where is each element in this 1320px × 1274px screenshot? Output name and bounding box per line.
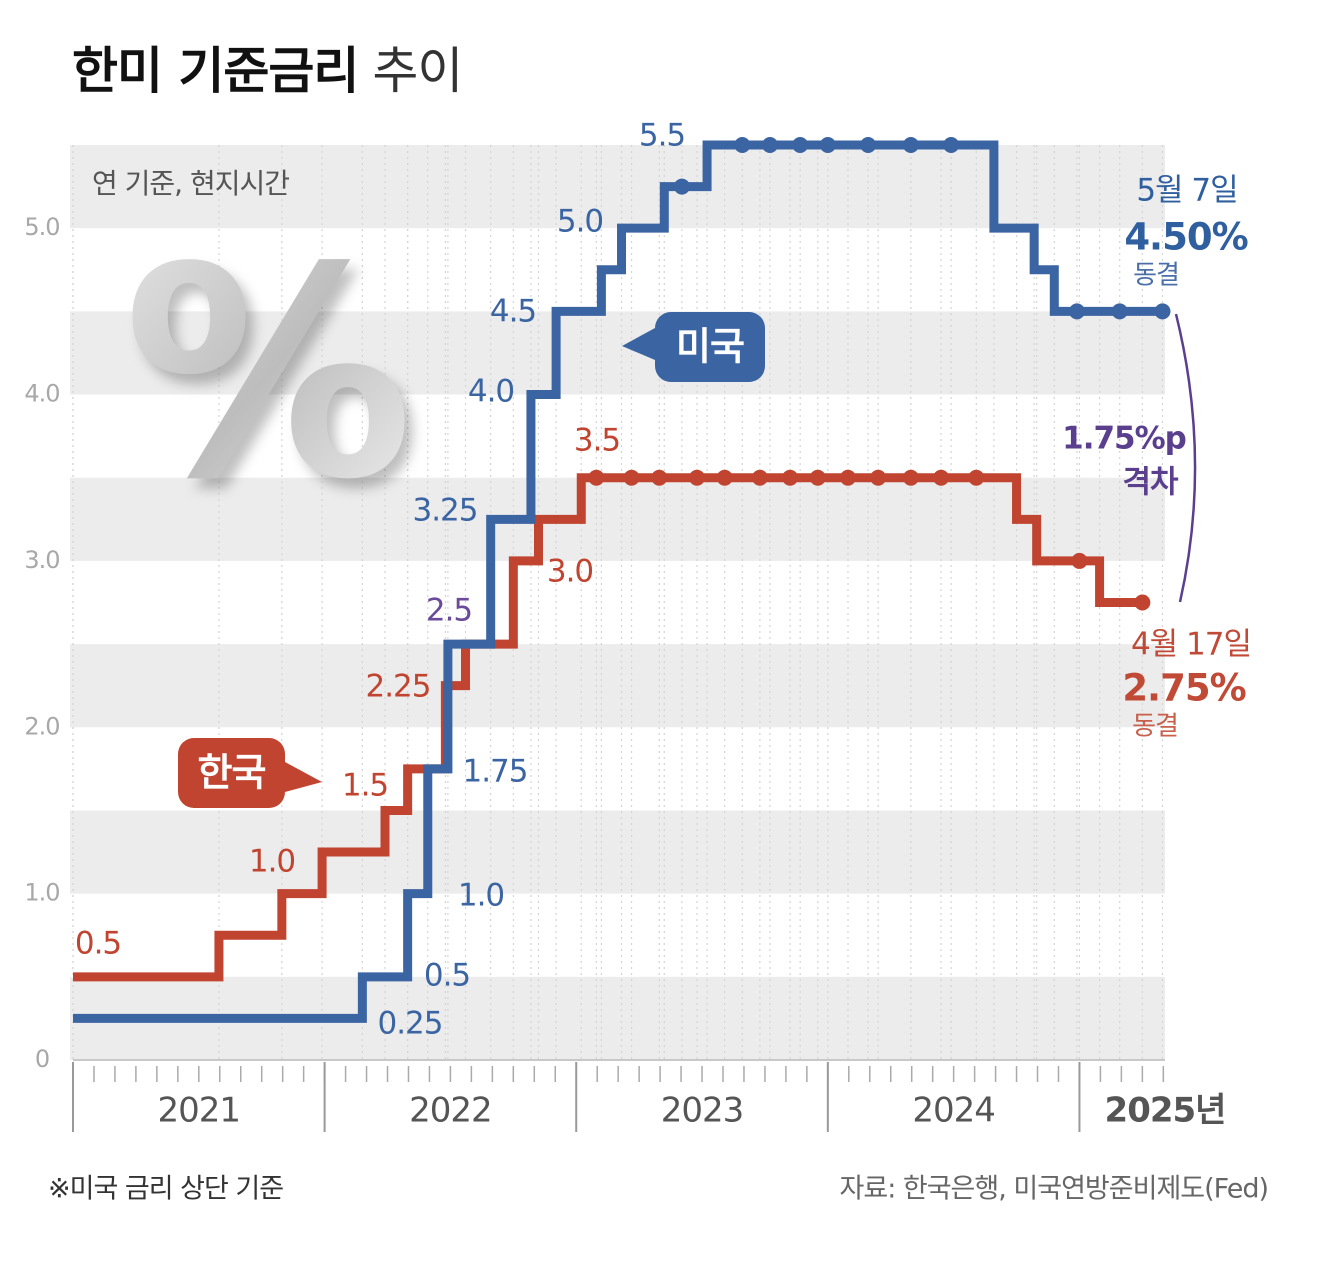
legend-label: 한국 <box>198 751 266 795</box>
legend-pointer <box>622 328 655 360</box>
hold-dot <box>839 469 856 486</box>
rate-line <box>73 140 1163 1023</box>
x-tick-label: 2025년 <box>1105 1091 1226 1131</box>
hold-dot <box>734 137 751 153</box>
legend-pointer <box>285 762 322 792</box>
value-label: 5.5 <box>639 118 685 154</box>
hold-dot <box>651 469 668 486</box>
value-label: 2.5 <box>426 593 472 629</box>
hold-dot <box>689 469 705 486</box>
hold-dot <box>1111 303 1128 320</box>
hold-dot <box>588 469 605 486</box>
hold-dot <box>902 137 919 153</box>
value-label: 1.75 <box>462 754 527 790</box>
y-tick-label: 5.0 <box>24 213 59 241</box>
annotation: 격차 <box>1122 465 1179 501</box>
grid-band <box>70 644 1165 728</box>
annotation: 동결 <box>1132 712 1178 742</box>
y-tick-label: 3.0 <box>24 546 59 574</box>
percent-icon: % <box>123 206 413 543</box>
legend-label: 미국 <box>676 325 744 369</box>
value-label: 1.0 <box>249 844 295 880</box>
hold-dot <box>673 178 690 195</box>
gap-bracket <box>1174 313 1197 603</box>
legend-badge <box>655 312 765 382</box>
value-label: 0.25 <box>377 1006 442 1042</box>
y-tick-label: 4.0 <box>24 380 59 408</box>
hold-dot <box>943 137 960 153</box>
subtitle: 연 기준, 현지시간 <box>92 167 289 200</box>
hold-dot <box>716 469 733 486</box>
footnote: ※미국 금리 상단 기준 <box>48 1174 283 1205</box>
plot-background: 0 1.0 2.0 3.0 4.0 5.0 2021 2022 2023 2024 2025년 <box>24 145 1226 1132</box>
y-tick-label: 0 <box>35 1045 49 1073</box>
value-label: 0.5 <box>75 926 121 962</box>
title-main: 한미 기준금리 <box>72 42 358 100</box>
value-label: 2.25 <box>365 669 430 705</box>
hold-dot <box>870 469 887 486</box>
value-label: 1.5 <box>342 768 388 804</box>
hold-dot <box>1154 303 1171 320</box>
hold-dot <box>860 137 877 153</box>
annotation: 4.50% <box>1124 216 1247 259</box>
x-tick-label: 2022 <box>409 1091 492 1131</box>
annotation: 동결 <box>1133 261 1179 291</box>
annotation: 1.75%p <box>1062 421 1186 457</box>
annotation: 5월 7일 <box>1136 173 1237 209</box>
value-label: 5.0 <box>557 204 603 240</box>
x-tick-label: 2023 <box>661 1091 744 1131</box>
x-tick-label: 2021 <box>158 1091 241 1131</box>
x-tick-label: 2024 <box>912 1091 995 1131</box>
annotation: 2.75% <box>1122 667 1245 710</box>
hold-dot <box>1068 303 1085 320</box>
y-tick-label: 1.0 <box>24 879 59 907</box>
hold-dot <box>761 137 778 153</box>
source: 자료: 한국은행, 미국연방준비제도(Fed) <box>840 1174 1268 1205</box>
hold-dot <box>819 137 836 153</box>
hold-dot <box>792 137 809 153</box>
value-label: 4.0 <box>468 374 514 410</box>
hold-dot <box>933 469 950 486</box>
value-label: 1.0 <box>458 878 504 914</box>
hold-dot <box>902 469 919 486</box>
hold-dot <box>1134 594 1151 611</box>
value-label: 3.25 <box>412 493 477 529</box>
grid-band <box>70 477 1165 561</box>
hold-dot <box>751 469 768 486</box>
value-label: 4.5 <box>490 294 536 330</box>
hold-dot <box>782 469 799 486</box>
hold-dot <box>809 469 826 486</box>
value-label: 3.0 <box>547 554 593 590</box>
hold-dot <box>1071 552 1088 569</box>
grid-band <box>70 145 1165 229</box>
chart-title: 한미 기준금리 추이 <box>72 42 462 100</box>
value-label: 0.5 <box>424 958 470 994</box>
grid-band <box>70 810 1165 894</box>
annotation: 4월 17일 <box>1131 627 1251 663</box>
hold-dot <box>623 469 640 486</box>
legend-badge <box>178 738 285 808</box>
value-label: 3.5 <box>574 423 620 459</box>
hold-dot <box>968 469 985 486</box>
y-tick-label: 2.0 <box>24 712 59 740</box>
plot: 0.5 1.0 1.5 2.25 3.0 3.5 한국 0.25 0.5 1.0 1.75 2.5 3.… <box>73 118 1171 1042</box>
grid-band <box>70 311 1165 395</box>
title-suffix: 추이 <box>372 42 462 100</box>
